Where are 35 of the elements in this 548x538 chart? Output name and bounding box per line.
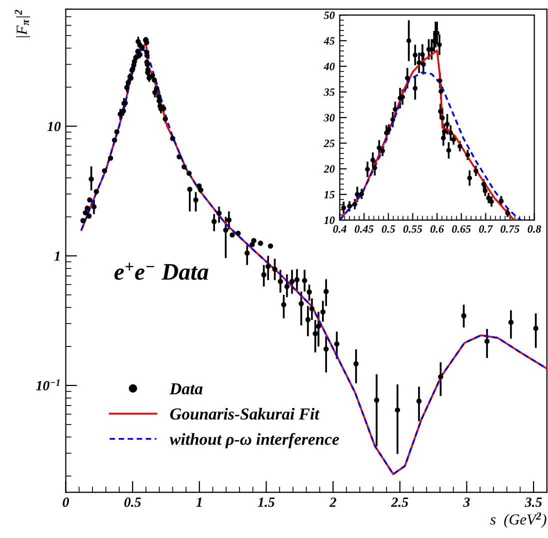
annotation: e$^{+}$e$^{−}$ Data <box>114 262 208 280</box>
x-tick-label: 0.6 <box>430 225 444 233</box>
y-tick-label: 10 <box>47 122 61 132</box>
x-tick-label: 1 <box>196 498 202 507</box>
x-tick-label: 1.5 <box>258 498 275 507</box>
y-tick-label: 1 <box>54 251 60 261</box>
x-tick-label: 0.7 <box>479 225 493 233</box>
x-tick-label: 0.8 <box>528 225 542 233</box>
x-tick-label: 0.75 <box>500 225 520 233</box>
y-tick-label: 20 <box>324 165 335 173</box>
y-tick-label: 45 <box>324 37 335 45</box>
y-tick-label: 35 <box>324 88 335 96</box>
y-tick-label: 50 <box>324 12 335 20</box>
legend-label: without ρ-ω interference <box>170 433 339 448</box>
x-tick-label: 0.5 <box>124 498 141 507</box>
y-tick-label: 30 <box>324 114 335 122</box>
y-tick-label: 15 <box>324 190 335 198</box>
legend-label: Data <box>170 383 203 394</box>
x-tick-label: 2 <box>329 498 336 507</box>
y-tick-label: 40 <box>324 62 335 70</box>
x-tick-label: 0 <box>62 498 69 507</box>
y-tick-label: 25 <box>324 140 335 148</box>
legend-label: Gounaris-Sakurai Fit <box>170 408 320 420</box>
x-tick-label: 0.5 <box>382 225 396 233</box>
x-tick-label: 2.5 <box>391 498 408 507</box>
y-tick-label: 10 <box>324 216 335 224</box>
x-tick-label: 0.45 <box>354 225 374 233</box>
x-tick-label: 0.55 <box>403 225 422 233</box>
x-tick-label: 3.5 <box>524 498 542 507</box>
y-axis-title: |F$_{π}$|$^{2}$ <box>14 10 30 38</box>
y-tick-label: 10$^{−1}$ <box>36 379 60 390</box>
x-tick-label: 3 <box>463 498 470 507</box>
x-tick-label: 0.4 <box>333 225 346 233</box>
x-axis-title: s (GeV$^{2}$) <box>490 512 546 528</box>
x-tick-label: 0.65 <box>452 225 471 233</box>
